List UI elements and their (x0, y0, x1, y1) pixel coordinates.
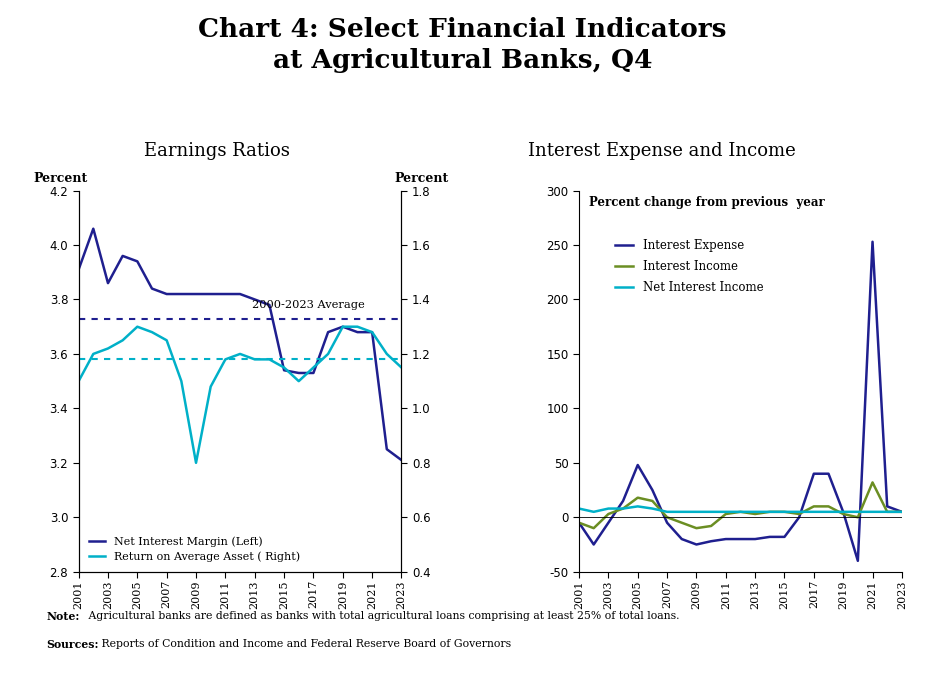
Net Interest Income (632, 502, 643, 511)
Interest Income (779, 508, 790, 516)
Interest Expense (721, 535, 732, 543)
Net Interest Income (661, 508, 672, 516)
Net Interest Income (808, 508, 820, 516)
Interest Income (867, 478, 878, 486)
Interest Expense (838, 508, 849, 516)
Line: Interest Income: Interest Income (579, 482, 902, 528)
Interest Income (808, 502, 820, 511)
Net Interest Income (896, 508, 907, 516)
Interest Income (706, 522, 717, 530)
Text: Note:: Note: (46, 611, 80, 622)
Interest Expense (588, 541, 599, 549)
Net Interest Income (838, 508, 849, 516)
Interest Income (618, 505, 629, 513)
Interest Income (721, 510, 732, 518)
Net Interest Income (882, 508, 893, 516)
Text: Interest Expense and Income: Interest Expense and Income (527, 142, 796, 160)
Net Interest Income (588, 508, 599, 516)
Legend: Interest Expense, Interest Income, Net Interest Income: Interest Expense, Interest Income, Net I… (610, 235, 768, 299)
Net Interest Income (676, 508, 687, 516)
Interest Income (676, 518, 687, 527)
Net Interest Income (852, 508, 863, 516)
Net Interest Income (794, 508, 805, 516)
Interest Expense (734, 535, 746, 543)
Net Interest Income (779, 508, 790, 516)
Interest Income (603, 510, 614, 518)
Interest Expense (749, 535, 760, 543)
Interest Expense (618, 497, 629, 505)
Interest Income (882, 508, 893, 516)
Interest Expense (808, 470, 820, 478)
Net Interest Income (706, 508, 717, 516)
Interest Expense (706, 537, 717, 545)
Interest Expense (779, 533, 790, 541)
Interest Expense (632, 461, 643, 469)
Interest Income (852, 513, 863, 521)
Line: Net Interest Income: Net Interest Income (579, 507, 902, 512)
Text: Percent: Percent (33, 172, 88, 185)
Interest Expense (661, 518, 672, 527)
Interest Income (823, 502, 834, 511)
Interest Expense (852, 556, 863, 565)
Net Interest Income (823, 508, 834, 516)
Interest Income (749, 510, 760, 518)
Interest Expense (823, 470, 834, 478)
Interest Income (838, 510, 849, 518)
Interest Income (632, 493, 643, 502)
Text: Agricultural banks are defined as banks with total agricultural loans comprising: Agricultural banks are defined as banks … (85, 611, 680, 621)
Net Interest Income (764, 508, 775, 516)
Net Interest Income (691, 508, 702, 516)
Interest Expense (764, 533, 775, 541)
Interest Income (574, 518, 585, 527)
Net Interest Income (618, 505, 629, 513)
Net Interest Income (749, 508, 760, 516)
Text: Percent: Percent (394, 172, 449, 185)
Interest Income (794, 510, 805, 518)
Interest Expense (676, 535, 687, 543)
Line: Interest Expense: Interest Expense (579, 242, 902, 561)
Interest Expense (882, 502, 893, 511)
Interest Expense (794, 513, 805, 521)
Net Interest Income (647, 505, 658, 513)
Interest Income (647, 497, 658, 505)
Net Interest Income (734, 508, 746, 516)
Text: Sources:: Sources: (46, 639, 99, 650)
Text: Chart 4: Select Financial Indicators
at Agricultural Banks, Q4: Chart 4: Select Financial Indicators at … (198, 17, 727, 73)
Text: Percent change from previous  year: Percent change from previous year (588, 196, 824, 209)
Interest Income (734, 508, 746, 516)
Interest Expense (574, 518, 585, 527)
Interest Expense (896, 508, 907, 516)
Net Interest Income (574, 505, 585, 513)
Interest Expense (867, 238, 878, 246)
Interest Expense (691, 541, 702, 549)
Interest Income (661, 513, 672, 521)
Interest Income (896, 508, 907, 516)
Legend: Net Interest Margin (Left), Return on Average Asset ( Right): Net Interest Margin (Left), Return on Av… (84, 532, 304, 566)
Interest Income (691, 524, 702, 532)
Net Interest Income (603, 505, 614, 513)
Net Interest Income (867, 508, 878, 516)
Text: Reports of Condition and Income and Federal Reserve Board of Governors: Reports of Condition and Income and Fede… (98, 639, 512, 649)
Text: 2000-2023 Average: 2000-2023 Average (252, 300, 364, 310)
Interest Income (588, 524, 599, 532)
Interest Income (764, 508, 775, 516)
Interest Expense (647, 486, 658, 494)
Net Interest Income (721, 508, 732, 516)
Interest Expense (603, 518, 614, 527)
Text: Earnings Ratios: Earnings Ratios (144, 142, 290, 160)
